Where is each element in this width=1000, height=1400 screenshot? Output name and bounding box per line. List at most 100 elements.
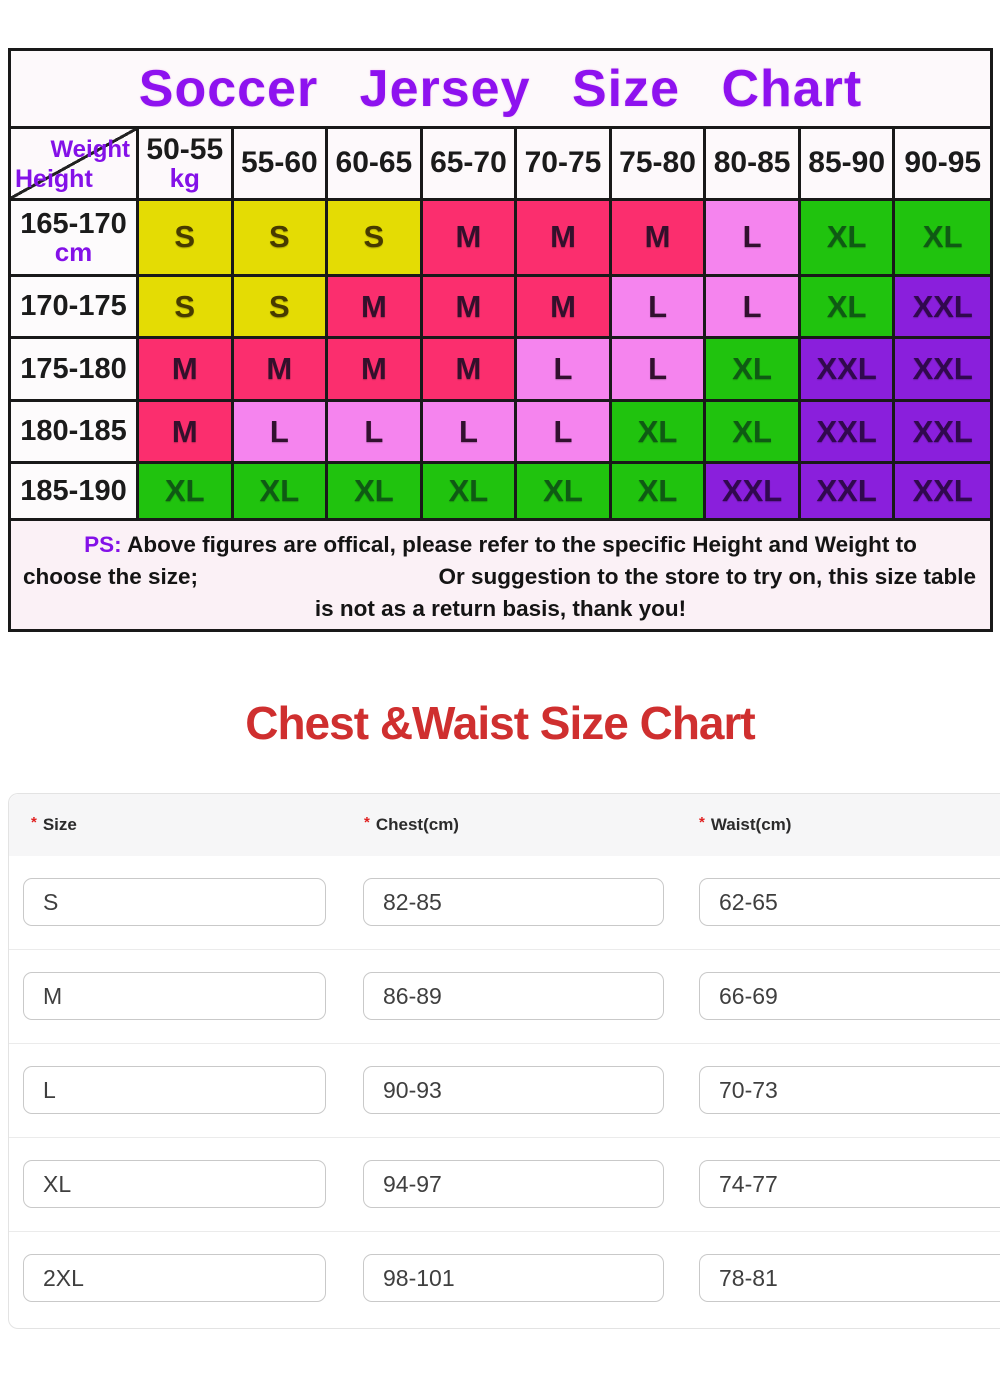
weight-column-header: 75-80 [612,129,707,198]
spec-col-header-size: * Size [31,813,77,835]
size-cell: XL [422,464,518,519]
size-cell: XXL [895,339,990,399]
size-cell: S [233,200,329,274]
size-cell: XL [706,401,801,462]
size-field[interactable]: S [23,878,326,926]
spec-header-row: * Size * Chest(cm) * Waist(cm) [9,794,1000,856]
chest-field[interactable]: 90-93 [363,1066,664,1114]
height-row-label: 175-180 [11,339,139,399]
size-cell: M [139,401,234,462]
size-cell: XL [233,464,329,519]
chest-field[interactable]: 86-89 [363,972,664,1020]
cm-unit-label: cm [54,237,93,268]
weight-column-header: 80-85 [706,129,801,198]
weight-column-header: 60-65 [328,129,423,198]
chest-waist-spec-table: * Size * Chest(cm) * Waist(cm) S 82-85 62-… [8,793,1000,1329]
size-cell: M [517,276,612,337]
jersey-header-row: Weight Height 50-55 kg 55-60 60-65 65-70… [11,129,990,201]
jersey-row: 165-170 cm S S S M M M L XL XL [11,200,990,277]
size-cell: L [706,276,801,337]
chest-field[interactable]: 94-97 [363,1160,664,1208]
chest-waist-chart-title: Chest &Waist Size Chart [245,697,756,749]
chest-field[interactable]: 82-85 [363,878,664,926]
size-cell: XXL [895,401,990,462]
weight-column-header: 65-70 [423,129,518,198]
waist-field[interactable]: 70-73 [699,1066,1000,1114]
size-cell: L [611,339,707,399]
size-cell: S [233,276,329,337]
size-cell: XL [800,276,896,337]
size-cell: M [139,339,234,399]
jersey-row: 175-180 M M M M L L XL XXL XXL [11,339,990,402]
weight-height-corner-cell: Weight Height [11,129,139,198]
kg-unit-label: kg [169,163,200,194]
jersey-chart-title: Soccer Jersey Size Chart [11,51,990,130]
size-field[interactable]: 2XL [23,1254,326,1302]
size-cell: XXL [800,339,896,399]
size-cell: M [611,200,707,274]
size-field[interactable]: M [23,972,326,1020]
size-cell: L [611,276,707,337]
size-cell: S [139,200,234,274]
size-cell: S [139,276,234,337]
height-row-label: 165-170 cm [11,200,139,274]
weight-column-header: 55-60 [234,129,329,198]
size-cell: XXL [895,276,990,337]
height-row-label: 170-175 [11,276,139,337]
height-row-label: 185-190 [11,464,139,519]
jersey-size-chart: Soccer Jersey Size Chart Weight Height 5… [8,48,993,632]
height-axis-label: Height [15,164,93,193]
spec-row: 2XL 98-101 78-81 [9,1232,1000,1326]
waist-field[interactable]: 78-81 [699,1254,1000,1302]
size-cell: L [706,200,801,274]
spec-row: L 90-93 70-73 [9,1044,1000,1138]
size-cell: XXL [706,464,801,519]
size-cell: XL [895,200,990,274]
size-cell: XL [611,464,707,519]
required-asterisk-icon: * [31,813,37,831]
size-cell: L [422,401,518,462]
size-cell: XL [328,464,423,519]
size-cell: XL [517,464,612,519]
size-cell: M [422,276,518,337]
size-cell: XXL [800,464,896,519]
size-cell: XL [706,339,801,399]
size-cell: XXL [800,401,896,462]
size-cell: M [233,339,329,399]
size-field[interactable]: XL [23,1160,326,1208]
spec-col-header-chest: * Chest(cm) [364,813,459,835]
spec-row: S 82-85 62-65 [9,856,1000,950]
spec-row: M 86-89 66-69 [9,950,1000,1044]
size-cell: XL [611,401,707,462]
size-cell: S [328,200,423,274]
spec-col-header-waist: * Waist(cm) [699,813,792,835]
weight-column-header: 70-75 [517,129,612,198]
weight-column-header: 50-55 kg [139,129,234,198]
chest-field[interactable]: 98-101 [363,1254,664,1302]
size-cell: L [517,401,612,462]
size-cell: L [517,339,612,399]
waist-field[interactable]: 66-69 [699,972,1000,1020]
size-cell: L [328,401,423,462]
height-row-label: 180-185 [11,401,139,462]
required-asterisk-icon: * [364,813,370,831]
required-asterisk-icon: * [699,813,705,831]
size-cell: M [328,339,423,399]
size-field[interactable]: L [23,1066,326,1114]
ps-note: PS: Above figures are offical, please re… [11,521,990,629]
spec-row: XL 94-97 74-77 [9,1138,1000,1232]
spec-rows: S 82-85 62-65 M 86-89 66-69 L 90-93 70-73 XL 94-97… [9,856,1000,1326]
size-cell: XXL [895,464,990,519]
waist-field[interactable]: 62-65 [699,878,1000,926]
size-cell: XL [800,200,896,274]
jersey-row: 185-190 XL XL XL XL XL XL XXL XXL XXL [11,464,990,522]
weight-axis-label: Weight [50,136,130,164]
waist-field[interactable]: 74-77 [699,1160,1000,1208]
size-cell: M [517,200,612,274]
size-cell: XL [139,464,234,519]
weight-column-header: 90-95 [904,146,982,180]
ps-prefix: PS: [84,532,122,558]
jersey-row: 170-175 S S M M M L L XL XXL [11,276,990,340]
size-cell: M [422,339,518,399]
weight-column-header: 85-90 [801,129,896,198]
